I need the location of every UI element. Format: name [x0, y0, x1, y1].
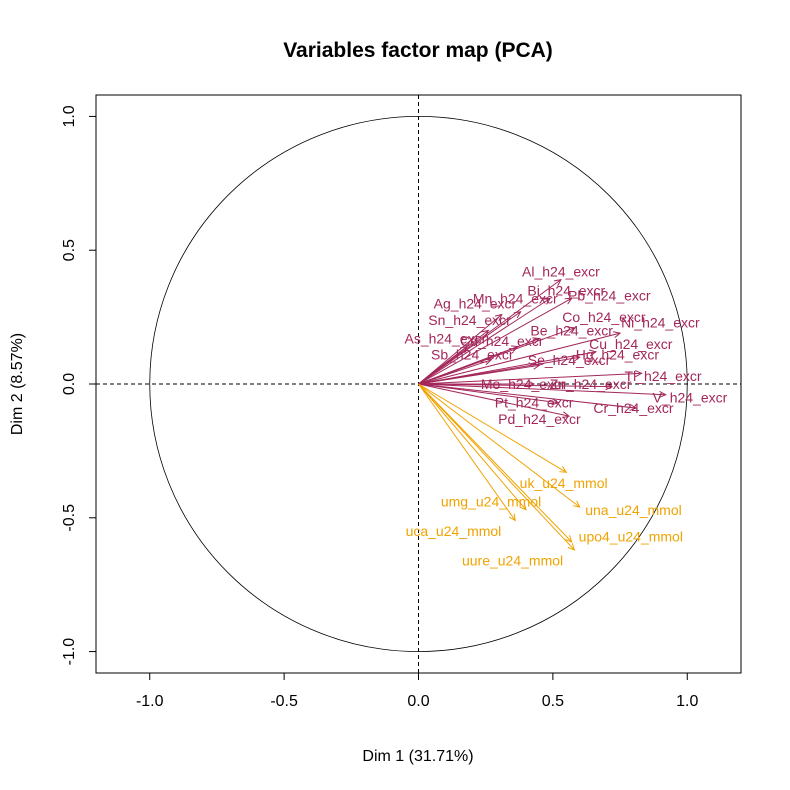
arrowhead-Pd_h24_excr — [562, 411, 571, 419]
label-Tl_h24_excr: Tl_h24_excr — [625, 368, 702, 384]
label-Ag_h24_excr: Ag_h24_excr — [434, 296, 517, 312]
arrowhead-Sn_h24_excr — [481, 329, 490, 337]
y-tick-label-2: 0.0 — [61, 373, 78, 395]
arrowhead-Sb_h24_excr — [484, 358, 493, 366]
x-tick-label-3: 0.5 — [542, 693, 564, 710]
x-tick-label-2: 0.0 — [407, 693, 429, 710]
arrowhead-Pt_h24_excr — [551, 398, 560, 406]
x-tick-label-4: 1.0 — [676, 693, 698, 710]
label-Pb_h24_excr: Pb_h24_excr — [568, 288, 651, 304]
arrow-uure_u24_mmol — [418, 383, 575, 551]
arrow-una_u24_mmol — [418, 383, 581, 508]
arrow-umg_u24_mmol — [418, 383, 527, 511]
arrow-upo4_u24_mmol — [418, 383, 573, 543]
arrow-Mn_h24_excr — [418, 311, 521, 385]
arrowhead-umg_u24_mmol — [519, 502, 527, 511]
label-Cr_h24_excr: Cr_h24_excr — [593, 400, 673, 416]
arrow-Ni_h24_excr — [418, 332, 621, 385]
arrow-uk_u24_mmol — [418, 383, 567, 473]
arrowhead-Be_h24_excr — [532, 337, 541, 344]
arrow-V_h24_excr — [418, 383, 666, 396]
arrowhead-Cd_h24_excr — [510, 345, 520, 352]
arrowhead-V_h24_excr — [659, 390, 667, 398]
x-axis-label: Dim 1 (31.71%) — [362, 748, 473, 765]
label-umg_u24_mmol: umg_u24_mmol — [441, 494, 541, 510]
arrow-uca_u24_mmol — [418, 383, 516, 521]
arrow-Se_h24_excr — [418, 364, 540, 385]
arrowhead-Al_h24_excr — [553, 278, 562, 287]
arrowhead-Se_h24_excr — [532, 362, 541, 370]
arrowhead-Co_h24_excr — [567, 326, 576, 334]
arrowhead-Pb_h24_excr — [564, 297, 573, 305]
label-Sn_h24_excr: Sn_h24_excr — [428, 312, 511, 328]
label-Co_h24_excr: Co_h24_excr — [562, 309, 646, 325]
label-uure_u24_mmol: uure_u24_mmol — [462, 553, 563, 569]
y-axis: -1.0 -0.5 0.0 0.5 1.0 — [61, 105, 96, 665]
label-Mn_h24_excr: Mn_h24_excr — [473, 290, 558, 306]
arrowhead-Bi_h24_excr — [543, 297, 552, 305]
label-Hg_h24_excr: Hg_h24_excr — [576, 347, 660, 363]
arrowhead-uca_u24_mmol — [508, 513, 516, 522]
arrowhead-Cr_h24_excr — [629, 403, 638, 411]
label-uk_u24_mmol: uk_u24_mmol — [520, 475, 608, 491]
x-tick-label-1: -0.5 — [270, 693, 298, 710]
y-tick-label-1: -0.5 — [61, 504, 78, 532]
y-tick-label-0: -1.0 — [61, 638, 78, 666]
label-Se_h24_excr: Se_h24_excr — [528, 352, 611, 368]
arrow-Ag_h24_excr — [418, 314, 503, 385]
label-Be_h24_excr: Be_h24_excr — [530, 322, 613, 338]
label-V_h24_excr: V_h24_excr — [653, 389, 728, 405]
arrow-Cd_h24_excr — [418, 346, 519, 385]
arrow-As_h24_excr — [418, 346, 468, 385]
label-Bi_h24_excr: Bi_h24_excr — [527, 282, 605, 298]
label-Al_h24_excr: Al_h24_excr — [522, 264, 600, 280]
label-Cd_h24_excr: Cd_h24_excr — [460, 333, 544, 349]
y-axis-label: Dim 2 (8.57%) — [9, 333, 26, 435]
label-una_u24_mmol: una_u24_mmol — [585, 502, 682, 518]
arrowhead-una_u24_mmol — [572, 500, 581, 508]
label-uca_u24_mmol: uca_u24_mmol — [406, 523, 502, 539]
label-upo4_u24_mmol: upo4_u24_mmol — [579, 529, 683, 545]
arrowhead-Mn_h24_excr — [513, 311, 522, 319]
arrow-Sb_h24_excr — [418, 359, 492, 385]
arrowhead-Ni_h24_excr — [613, 331, 622, 339]
arrow-Pb_h24_excr — [418, 297, 572, 385]
arrowhead-uure_u24_mmol — [567, 543, 576, 551]
label-As_h24_excr: As_h24_excr — [405, 331, 487, 347]
label-Ni_h24_excr: Ni_h24_excr — [621, 314, 700, 330]
arrowhead-upo4_u24_mmol — [564, 535, 573, 543]
arrowhead-Tl_h24_excr — [634, 370, 643, 378]
arrowhead-Zn_h24_excr — [605, 383, 614, 391]
label-Cu_h24_excr: Cu_h24_excr — [589, 336, 673, 352]
arrow-Pt_h24_excr — [418, 383, 559, 404]
x-tick-label-0: -1.0 — [136, 693, 164, 710]
arrowhead-Ag_h24_excr — [494, 313, 503, 322]
y-tick-label-4: 1.0 — [61, 105, 78, 127]
arrow-Cr_h24_excr — [418, 383, 637, 409]
series-urine: uk_u24_mmol umg_u24_mmol una_u24_mmol uca_u… — [406, 383, 683, 569]
arrow-Pd_h24_excr — [418, 383, 570, 417]
arrowhead-As_h24_excr — [459, 345, 468, 354]
arrowhead-Hg_h24_excr — [572, 354, 581, 362]
y-tick-label-3: 0.5 — [61, 239, 78, 261]
label-Sb_h24_excr: Sb_h24_excr — [431, 347, 514, 363]
arrowhead-uk_u24_mmol — [559, 466, 568, 473]
chart-title: Variables factor map (PCA) — [283, 39, 553, 62]
x-axis: -1.0 -0.5 0.0 0.5 1.0 — [136, 673, 698, 710]
arrow-Zn_h24_excr — [418, 383, 613, 388]
label-Pd_h24_excr: Pd_h24_excr — [498, 411, 581, 427]
label-Zn_h24_excr: Zn_h24_excr — [550, 376, 632, 392]
arrow-Bi_h24_excr — [418, 297, 551, 385]
arrowhead-Cu_h24_excr — [588, 349, 598, 357]
arrow-Tl_h24_excr — [418, 372, 642, 385]
